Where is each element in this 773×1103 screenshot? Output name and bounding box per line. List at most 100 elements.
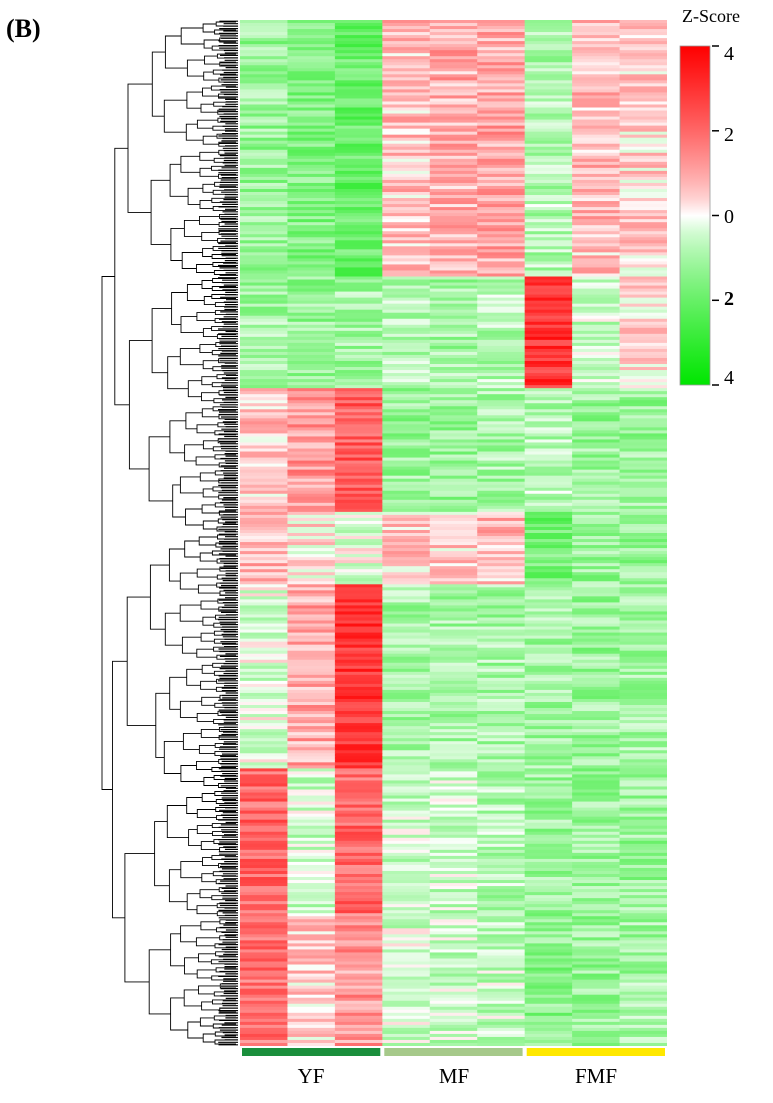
heatmap-cell [382,478,431,483]
heatmap-cell [334,182,383,187]
heatmap-cell [477,53,526,57]
heatmap-cell [477,508,526,513]
heatmap-cell [619,279,667,283]
heatmap-cell [240,982,289,987]
heatmap-cell [382,557,431,561]
heatmap-cell [240,472,289,477]
heatmap-cell [572,427,621,431]
heatmap-cell [429,367,478,371]
heatmap-cell [477,1003,526,1008]
heatmap-cell [240,342,289,347]
heatmap-cell [524,575,573,579]
heatmap-cell [334,279,383,283]
heatmap-cell [477,469,526,474]
heatmap-cell [524,692,573,697]
heatmap-cell [572,403,621,407]
heatmap-cell [619,192,667,196]
heatmap-cell [334,765,383,769]
heatmap-cell [240,276,289,280]
heatmap-cell [477,376,526,380]
heatmap-cell [572,741,621,745]
heatmap-cell [619,1000,667,1005]
heatmap-cell [524,976,573,981]
heatmap-cell [382,689,431,694]
heatmap-cell [572,1027,621,1032]
heatmap-cell [240,240,289,244]
heatmap-cell [572,662,621,667]
heatmap-cell [382,330,431,335]
heatmap-cell [619,188,667,193]
heatmap-cell [429,705,478,709]
heatmap-cell [619,294,667,299]
heatmap-cell [240,877,289,881]
heatmap-cell [240,324,289,329]
heatmap-cell [334,810,383,815]
heatmap-cell [334,777,383,781]
heatmap-cell [524,463,573,468]
heatmap-cell [287,735,336,739]
heatmap-cell [524,1009,573,1014]
heatmap-cell [382,596,431,600]
heatmap-cell [334,71,383,75]
heatmap-cell [382,949,431,953]
heatmap-cell [334,116,383,120]
heatmap-cell [240,351,289,356]
heatmap-cell [287,997,336,1002]
heatmap-cell [572,572,621,576]
heatmap-cell [334,816,383,821]
heatmap-cell [382,505,431,510]
heatmap-cell [572,599,621,603]
heatmap-cell [524,1036,573,1041]
heatmap-cell [619,173,667,178]
heatmap-cell [619,828,667,833]
heatmap-cell [619,418,667,422]
heatmap-cell [572,729,621,733]
heatmap-cell [287,632,336,636]
heatmap-cell [477,575,526,579]
heatmap-cell [334,472,383,477]
heatmap-cell [429,53,478,57]
heatmap-cell [477,258,526,262]
heatmap-cell [524,125,573,130]
heatmap-cell [429,74,478,78]
heatmap-cell [429,463,478,468]
heatmap-cell [334,523,383,528]
heatmap-cell [240,207,289,211]
heatmap-cell [240,508,289,513]
heatmap-cell [334,137,383,142]
heatmap-cell [240,457,289,461]
heatmap-cell [382,379,431,383]
heatmap-cell [429,179,478,184]
heatmap-cell [429,708,478,712]
heatmap-cell [429,26,478,30]
heatmap-cell [382,101,431,105]
heatmap-cell [334,309,383,314]
heatmap-cell [524,723,573,727]
heatmap-cell [240,623,289,627]
heatmap-cell [382,517,431,522]
heatmap-cell [429,608,478,612]
heatmap-cell [524,315,573,320]
heatmap-cell [572,38,621,42]
heatmap-cell [287,563,336,567]
heatmap-cell [572,198,621,202]
heatmap-cell [429,692,478,697]
heatmap-cell [429,892,478,896]
heatmap-cell [619,357,667,362]
heatmap-cell [382,741,431,745]
heatmap-cell [287,837,336,842]
heatmap-cell [524,904,573,908]
heatmap-cell [334,294,383,299]
heatmap-cell [287,161,336,166]
heatmap-cell [287,134,336,139]
heatmap-cell [334,83,383,87]
heatmap-cell [429,840,478,845]
heatmap-cell [287,765,336,769]
heatmap-cell [382,312,431,317]
heatmap-cell [524,324,573,329]
heatmap-cell [287,967,336,971]
heatmap-cell [619,641,667,646]
heatmap-cell [287,605,336,609]
heatmap-cell [619,397,667,401]
heatmap-cell [287,83,336,87]
